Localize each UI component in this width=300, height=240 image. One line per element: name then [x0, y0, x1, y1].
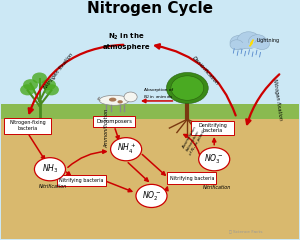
FancyBboxPatch shape — [4, 118, 52, 134]
Text: Nitrification: Nitrification — [203, 185, 231, 190]
FancyBboxPatch shape — [57, 174, 106, 186]
FancyBboxPatch shape — [191, 121, 234, 135]
Ellipse shape — [118, 100, 123, 103]
Text: Absorption of
$N_2$ in animals: Absorption of $N_2$ in animals — [143, 88, 174, 101]
Text: Nitrogen-fixing
bacteria: Nitrogen-fixing bacteria — [9, 120, 46, 131]
Circle shape — [237, 32, 260, 49]
Circle shape — [254, 38, 269, 50]
Circle shape — [230, 35, 249, 50]
FancyBboxPatch shape — [167, 172, 216, 184]
Text: $NH_3$: $NH_3$ — [42, 163, 58, 175]
Ellipse shape — [99, 95, 129, 105]
Text: Lightning: Lightning — [256, 38, 280, 43]
Circle shape — [248, 35, 266, 48]
Circle shape — [23, 79, 38, 90]
Circle shape — [20, 84, 35, 95]
Text: Nitrification: Nitrification — [39, 184, 67, 189]
Circle shape — [111, 138, 142, 161]
Circle shape — [44, 84, 59, 95]
Text: Nitrogen fixation: Nitrogen fixation — [43, 52, 74, 90]
Title: Nitrogen Cycle: Nitrogen Cycle — [87, 1, 213, 16]
Text: $NH_4^+$: $NH_4^+$ — [116, 142, 136, 156]
Circle shape — [167, 72, 208, 104]
Text: Denitrification: Denitrification — [191, 56, 220, 87]
Text: Nitrogen fixation: Nitrogen fixation — [272, 78, 282, 120]
Text: atmosphere: atmosphere — [102, 44, 150, 50]
Text: Decomposers: Decomposers — [96, 119, 132, 124]
Circle shape — [171, 76, 204, 100]
Text: Nitrifying bacteria: Nitrifying bacteria — [59, 178, 104, 183]
Circle shape — [34, 158, 65, 181]
Text: Ammonification: Ammonification — [104, 108, 109, 148]
Circle shape — [230, 40, 243, 50]
Bar — [1, 115, 299, 239]
Text: 🔬 Science Facts: 🔬 Science Facts — [229, 229, 262, 234]
Circle shape — [32, 72, 47, 84]
Circle shape — [41, 79, 56, 90]
Circle shape — [136, 184, 167, 208]
Text: Assimilation
(absorption
of N₂ to plant): Assimilation (absorption of N₂ to plant) — [180, 125, 206, 156]
Ellipse shape — [109, 98, 116, 102]
Text: $NO_3^-$: $NO_3^-$ — [205, 152, 224, 166]
Bar — [1, 104, 299, 119]
Bar — [1, 108, 299, 119]
Bar — [232, 43, 264, 48]
Text: $\mathbf{N_2}$ in the: $\mathbf{N_2}$ in the — [108, 32, 144, 42]
Circle shape — [199, 148, 230, 171]
FancyBboxPatch shape — [93, 116, 135, 127]
Text: Denitrifying
bacteria: Denitrifying bacteria — [198, 123, 227, 133]
Text: $NO_2^-$: $NO_2^-$ — [142, 189, 161, 203]
Text: Nitrifying bacteria: Nitrifying bacteria — [169, 176, 214, 181]
Circle shape — [124, 92, 137, 102]
